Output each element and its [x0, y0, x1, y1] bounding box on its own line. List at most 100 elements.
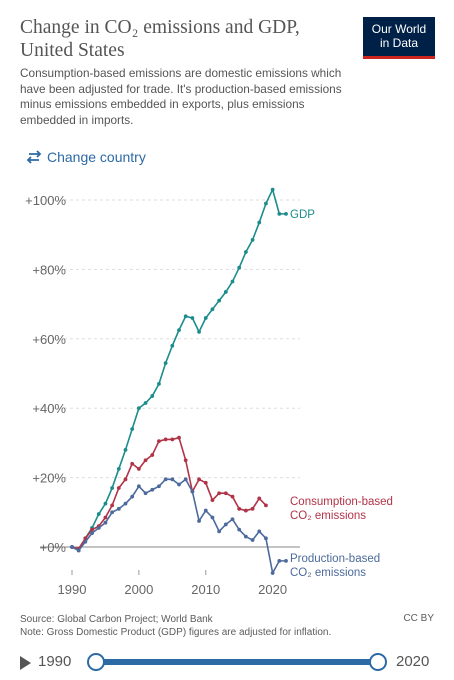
- logo-line-2: in Data: [379, 36, 419, 50]
- data-point: [116, 506, 121, 511]
- data-point: [217, 529, 222, 534]
- timeline-start-year: 1990: [38, 653, 72, 670]
- data-point: [237, 506, 242, 511]
- data-point: [243, 534, 248, 539]
- data-point: [183, 314, 188, 319]
- data-point: [110, 510, 115, 515]
- data-point: [103, 515, 108, 520]
- data-point: [116, 467, 121, 471]
- series-label: GDP: [290, 209, 315, 221]
- data-point: [136, 467, 141, 471]
- data-point: [250, 538, 255, 542]
- data-point: [103, 520, 108, 525]
- swap-arrows-icon: [26, 150, 42, 164]
- series-label: CO₂ emissions: [290, 567, 366, 579]
- data-point: [210, 498, 215, 503]
- timeline-slider: 1990 2020: [0, 645, 454, 680]
- note-text: Note: Gross Domestic Product (GDP) figur…: [20, 627, 332, 638]
- timeline-end-year: 2020: [396, 653, 430, 670]
- timeline-end-handle[interactable]: [369, 653, 387, 671]
- y-tick-label: +60%: [32, 332, 66, 347]
- owid-logo[interactable]: Our World in Data: [363, 17, 435, 59]
- data-point: [150, 394, 155, 398]
- data-point: [250, 238, 255, 242]
- logo-accent-bar: [363, 56, 435, 59]
- data-point: [136, 484, 141, 489]
- data-point: [230, 517, 235, 522]
- x-tick-label: 2010: [191, 582, 220, 597]
- data-point: [210, 515, 215, 520]
- data-point: [203, 508, 208, 513]
- data-point: [197, 329, 201, 334]
- data-point: [130, 494, 135, 499]
- data-point: [277, 211, 282, 216]
- y-tick-label: +0%: [40, 540, 67, 555]
- y-tick-label: +20%: [32, 471, 66, 486]
- timeline-start-handle[interactable]: [87, 653, 105, 671]
- data-point: [123, 477, 128, 482]
- series-line: [71, 188, 286, 552]
- data-point: [110, 486, 115, 490]
- data-point: [217, 491, 222, 496]
- data-point: [183, 477, 188, 482]
- data-point: [264, 536, 268, 541]
- data-point: [177, 328, 181, 333]
- data-point: [190, 316, 195, 320]
- data-point: [203, 316, 208, 320]
- data-point: [270, 187, 275, 192]
- logo-line-1: Our World: [371, 22, 427, 36]
- data-point: [76, 548, 81, 553]
- data-point: [223, 522, 228, 527]
- data-point: [284, 211, 288, 216]
- series-label: Production-based: [290, 553, 380, 565]
- series-line: [71, 478, 286, 574]
- series-line: [71, 436, 267, 550]
- data-point: [110, 503, 115, 508]
- data-point: [270, 571, 275, 575]
- data-point: [223, 290, 228, 294]
- x-tick-label: 2020: [258, 582, 287, 597]
- y-tick-label: +100%: [25, 193, 66, 208]
- source-text: Source: Global Carbon Project; World Ban…: [20, 614, 213, 625]
- data-point: [123, 501, 128, 506]
- data-point: [143, 401, 148, 405]
- data-point: [143, 491, 148, 496]
- data-point: [203, 480, 208, 485]
- data-point: [190, 489, 195, 494]
- y-tick-label: +40%: [32, 401, 66, 416]
- data-point: [123, 447, 128, 452]
- data-point: [83, 539, 88, 544]
- line-chart: +0% +20% +40% +60% +80% +100% 1990 2000 2010 2020…: [25, 187, 393, 597]
- data-point: [183, 458, 188, 463]
- data-point: [284, 558, 288, 563]
- data-point: [237, 527, 242, 532]
- data-point: [170, 477, 175, 482]
- data-point: [210, 307, 215, 312]
- data-point: [163, 361, 168, 365]
- data-point: [96, 526, 101, 530]
- data-point: [170, 437, 175, 442]
- change-country-label: Change country: [47, 149, 146, 165]
- chart-footer: Source: Global Carbon Project; World Ban…: [20, 613, 331, 639]
- data-point: [257, 529, 262, 534]
- data-point: [130, 427, 135, 431]
- timeline-track[interactable]: [96, 659, 378, 665]
- data-point: [217, 298, 222, 303]
- play-icon[interactable]: [20, 656, 31, 670]
- data-point: [143, 458, 148, 463]
- data-point: [177, 435, 181, 440]
- data-point: [103, 501, 108, 506]
- data-point: [277, 558, 282, 563]
- license-link[interactable]: CC BY: [403, 613, 434, 624]
- data-point: [170, 343, 175, 348]
- chart-title: Change in CO₂ emissions and GDP, United …: [20, 17, 300, 61]
- data-point: [116, 486, 121, 490]
- change-country-button[interactable]: Change country: [26, 147, 146, 167]
- data-point: [157, 484, 161, 489]
- data-point: [223, 491, 228, 496]
- data-point: [264, 201, 268, 206]
- x-tick-label: 1990: [58, 582, 87, 597]
- data-point: [237, 265, 242, 270]
- data-point: [243, 250, 248, 254]
- y-tick-label: +80%: [32, 262, 66, 277]
